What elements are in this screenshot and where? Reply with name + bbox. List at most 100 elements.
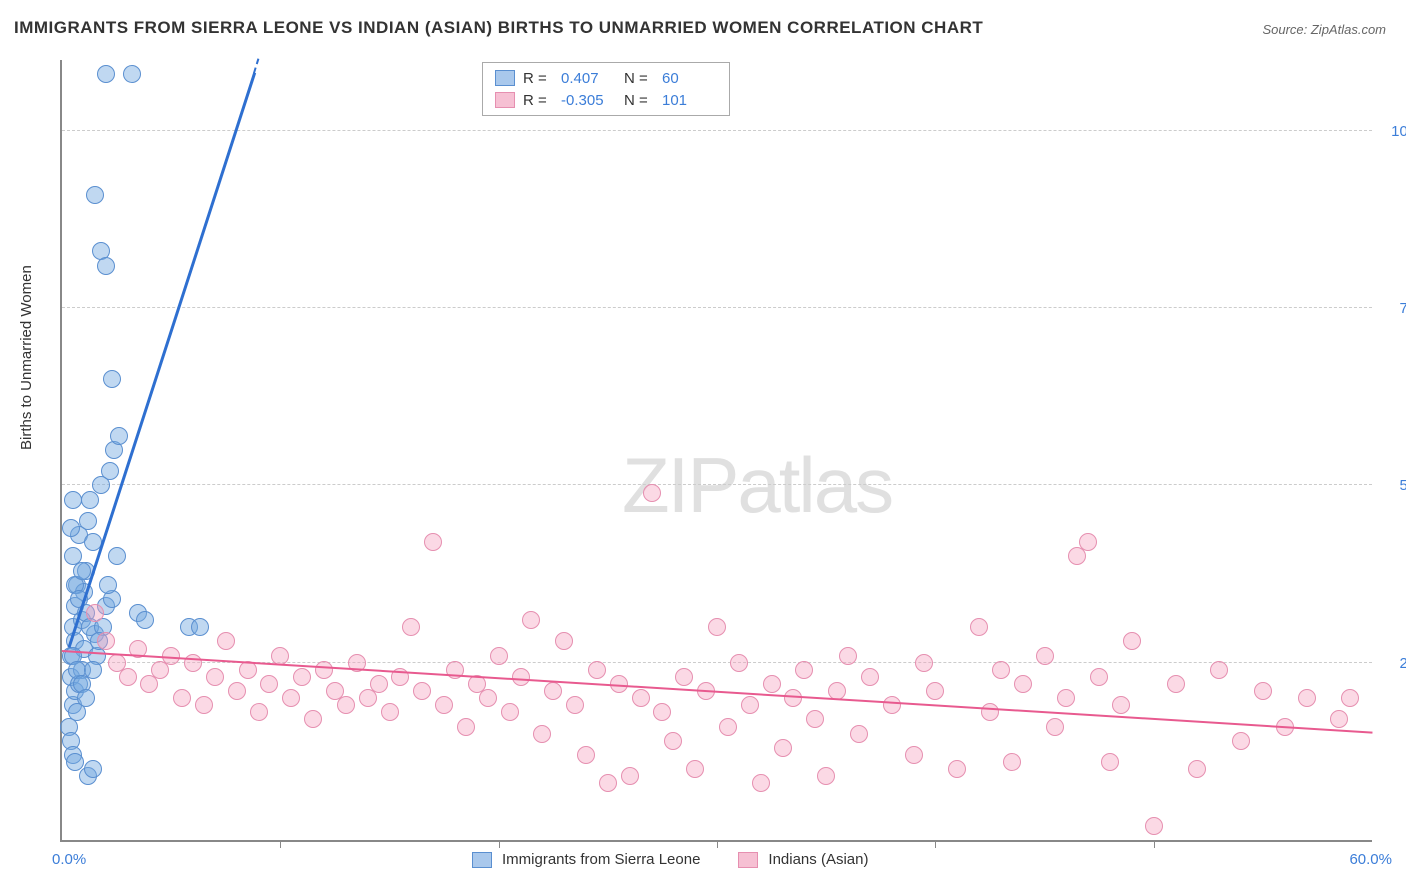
scatter-point	[1341, 689, 1359, 707]
legend-n-label: N =	[624, 70, 654, 87]
scatter-point	[490, 647, 508, 665]
scatter-point	[282, 689, 300, 707]
scatter-point	[1112, 696, 1130, 714]
y-tick-label: 75.0%	[1382, 300, 1406, 317]
scatter-point	[577, 746, 595, 764]
y-tick-label: 100.0%	[1382, 123, 1406, 140]
scatter-point	[293, 668, 311, 686]
legend-swatch-series-0	[495, 70, 515, 86]
scatter-point	[806, 710, 824, 728]
scatter-point	[708, 618, 726, 636]
scatter-point	[1232, 732, 1250, 750]
scatter-point	[435, 696, 453, 714]
gridline	[62, 484, 1372, 485]
trend-line	[253, 59, 259, 74]
y-axis-label: Births to Unmarried Women	[18, 265, 35, 450]
gridline	[62, 130, 1372, 131]
scatter-point	[97, 257, 115, 275]
scatter-point	[1298, 689, 1316, 707]
scatter-point	[413, 682, 431, 700]
scatter-point	[915, 654, 933, 672]
scatter-point	[522, 611, 540, 629]
scatter-point	[250, 703, 268, 721]
legend-series-name-0: Immigrants from Sierra Leone	[502, 851, 700, 868]
scatter-point	[1123, 632, 1141, 650]
scatter-point	[370, 675, 388, 693]
scatter-point	[84, 661, 102, 679]
scatter-point	[970, 618, 988, 636]
scatter-point	[1145, 817, 1163, 835]
scatter-point	[424, 533, 442, 551]
scatter-point	[260, 675, 278, 693]
scatter-point	[92, 476, 110, 494]
scatter-point	[599, 774, 617, 792]
scatter-point	[675, 668, 693, 686]
legend-stats-row-0: R = 0.407 N = 60	[495, 67, 717, 89]
scatter-point	[981, 703, 999, 721]
scatter-point	[62, 519, 80, 537]
scatter-point	[1014, 675, 1032, 693]
legend-swatch-series-1	[738, 852, 758, 868]
scatter-point	[108, 547, 126, 565]
legend-r-value-1: -0.305	[561, 92, 616, 109]
scatter-point	[817, 767, 835, 785]
scatter-point	[97, 632, 115, 650]
scatter-point	[99, 576, 117, 594]
x-tick-max: 60.0%	[1349, 851, 1392, 868]
scatter-point	[191, 618, 209, 636]
scatter-point	[992, 661, 1010, 679]
scatter-point	[173, 689, 191, 707]
x-tick-mark	[499, 840, 500, 848]
scatter-point	[1079, 533, 1097, 551]
scatter-point	[774, 739, 792, 757]
scatter-point	[533, 725, 551, 743]
scatter-point	[839, 647, 857, 665]
scatter-point	[86, 186, 104, 204]
scatter-point	[73, 562, 91, 580]
scatter-point	[1254, 682, 1272, 700]
scatter-point	[184, 654, 202, 672]
x-tick-mark	[280, 840, 281, 848]
y-tick-label: 25.0%	[1382, 655, 1406, 672]
legend-n-value-1: 101	[662, 92, 717, 109]
legend-stats-box: R = 0.407 N = 60 R = -0.305 N = 101	[482, 62, 730, 116]
scatter-point	[555, 632, 573, 650]
scatter-point	[948, 760, 966, 778]
scatter-point	[86, 604, 104, 622]
scatter-point	[1036, 647, 1054, 665]
source-label: Source: ZipAtlas.com	[1262, 22, 1386, 37]
scatter-point	[1167, 675, 1185, 693]
scatter-point	[643, 484, 661, 502]
legend-stats-row-1: R = -0.305 N = 101	[495, 89, 717, 111]
legend-r-label: R =	[523, 70, 553, 87]
scatter-point	[77, 689, 95, 707]
watermark: ZIPatlas	[622, 440, 892, 531]
scatter-point	[752, 774, 770, 792]
scatter-point	[304, 710, 322, 728]
legend-n-value-0: 60	[662, 70, 717, 87]
legend-r-value-0: 0.407	[561, 70, 616, 87]
scatter-point	[883, 696, 901, 714]
scatter-point	[97, 65, 115, 83]
scatter-point	[271, 647, 289, 665]
scatter-point	[1210, 661, 1228, 679]
scatter-point	[1003, 753, 1021, 771]
x-tick-min: 0.0%	[52, 851, 86, 868]
scatter-point	[66, 753, 84, 771]
scatter-point	[664, 732, 682, 750]
x-tick-mark	[935, 840, 936, 848]
scatter-point	[479, 689, 497, 707]
scatter-point	[337, 696, 355, 714]
legend-swatch-series-1	[495, 92, 515, 108]
legend-bottom: Immigrants from Sierra Leone Indians (As…	[472, 851, 868, 868]
scatter-point	[84, 760, 102, 778]
scatter-point	[136, 611, 154, 629]
scatter-point	[79, 512, 97, 530]
scatter-point	[588, 661, 606, 679]
scatter-point	[741, 696, 759, 714]
legend-swatch-series-0	[472, 852, 492, 868]
scatter-point	[110, 427, 128, 445]
scatter-point	[1057, 689, 1075, 707]
scatter-point	[457, 718, 475, 736]
legend-n-label: N =	[624, 92, 654, 109]
